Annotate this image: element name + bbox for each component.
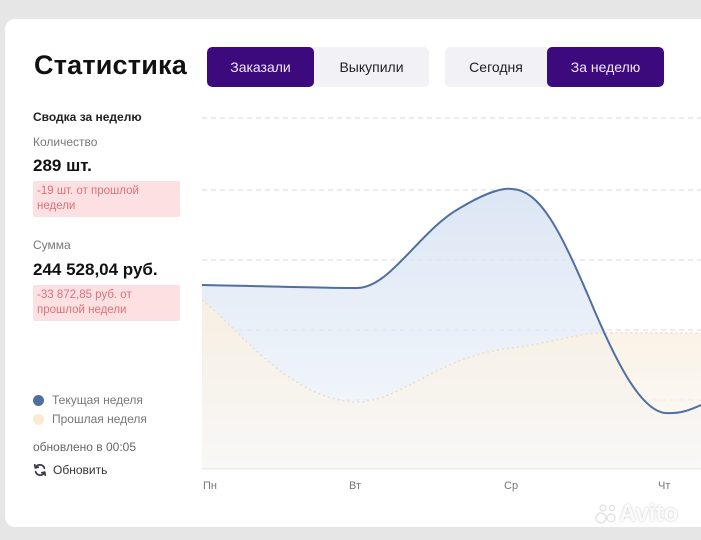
- x-axis-label-tue: Вт: [349, 480, 362, 492]
- x-axis-label-mon: Пн: [203, 480, 217, 492]
- quantity-value: 289 шт.: [33, 156, 92, 175]
- avito-watermark: Avito: [595, 500, 678, 528]
- x-axis-label-thu: Чт: [658, 480, 671, 492]
- refresh-icon: [33, 463, 47, 477]
- sum-delta-badge: -33 872,85 руб. от прошлой недели: [33, 285, 180, 321]
- legend-previous-week: Прошлая неделя: [33, 412, 147, 426]
- refresh-label: Обновить: [53, 463, 108, 477]
- legend-label: Текущая неделя: [52, 393, 143, 407]
- legend-label: Прошлая неделя: [52, 412, 147, 426]
- page-title: Статистика: [34, 50, 187, 80]
- refresh-button[interactable]: Обновить: [33, 463, 107, 477]
- watermark-text: Avito: [619, 500, 679, 527]
- tab-week[interactable]: За неделю: [547, 47, 664, 87]
- x-axis-label-wed: Ср: [504, 480, 519, 492]
- quantity-label: Количество: [33, 135, 98, 149]
- period-segmented-control: Сегодня За неделю: [445, 47, 664, 87]
- legend-dot-icon: [33, 413, 44, 425]
- quantity-delta-badge: -19 шт. от прошлой недели: [33, 181, 180, 217]
- summary-title: Сводка за неделю: [33, 110, 142, 124]
- current-week-line: [201, 187, 701, 415]
- updated-timestamp: обновлено в 00:05: [33, 440, 136, 454]
- avito-logo-icon: [595, 504, 616, 524]
- tab-purchased[interactable]: Выкупили: [314, 47, 429, 87]
- page-background-strip: [0, 527, 701, 540]
- sum-label: Сумма: [33, 238, 71, 252]
- type-segmented-control: Заказали Выкупили: [207, 47, 429, 87]
- legend-current-week: Текущая неделя: [33, 393, 143, 407]
- previous-week-line: [201, 299, 701, 403]
- legend-dot-icon: [33, 394, 44, 406]
- sum-value: 244 528,04 руб.: [33, 260, 158, 279]
- tab-ordered[interactable]: Заказали: [207, 47, 314, 87]
- tab-today[interactable]: Сегодня: [445, 47, 547, 87]
- previous-week-area: [202, 300, 701, 469]
